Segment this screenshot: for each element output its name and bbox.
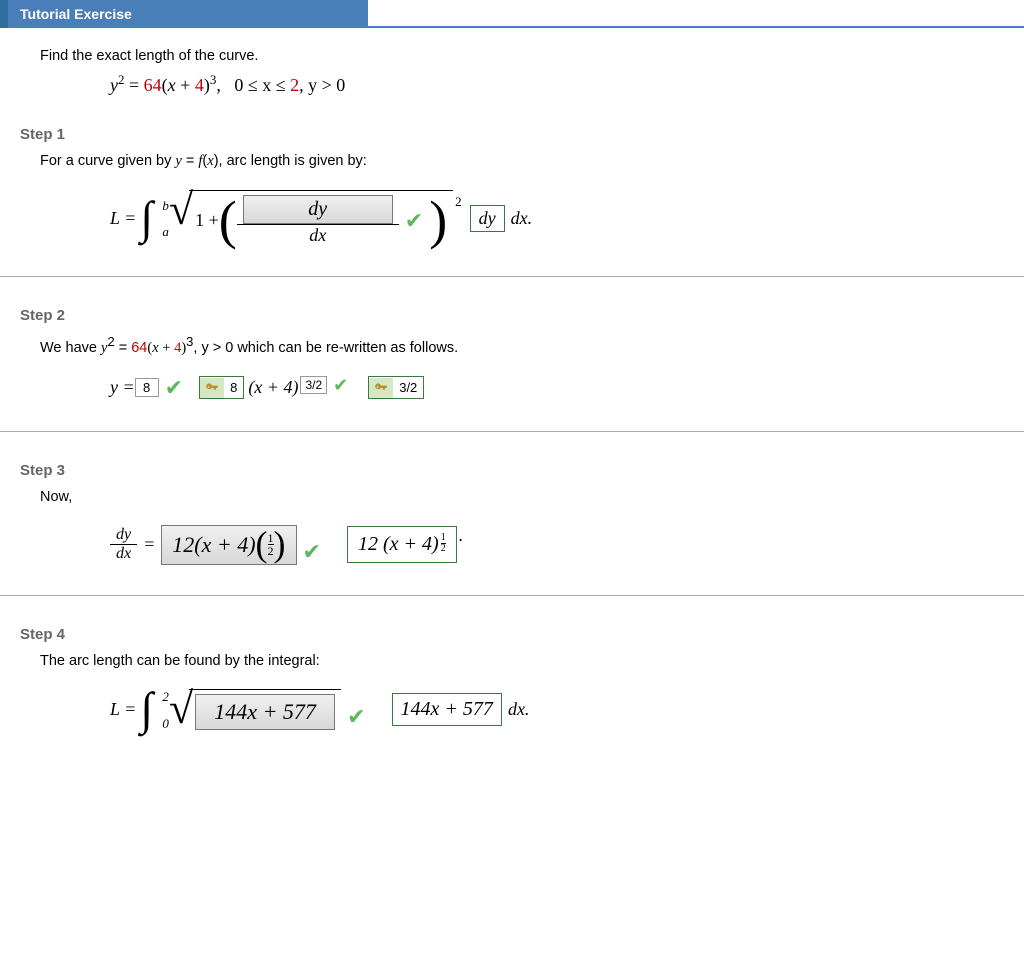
step4-answer-box[interactable]: 144x + 577: [195, 694, 335, 730]
int-upper: b: [162, 198, 169, 214]
prompt-text: Find the exact length of the curve.: [40, 48, 994, 64]
step3-eq: =: [143, 534, 155, 555]
header-accent: [0, 0, 8, 28]
step1-formula: L = ∫ b a √ 1 + ( dy dx ✔ ) 2 dy dx.: [110, 190, 994, 246]
step1-correct-box: dy: [470, 205, 505, 232]
sqrt: √ 144x + 577: [169, 689, 341, 730]
eq-upper: 2: [290, 75, 299, 95]
step3-derivative: dy dx = 12(x + 4) ( 1 2 ) ✔ 12 (x + 4) 1…: [110, 525, 994, 565]
check-icon: ✔: [347, 704, 365, 730]
step2-middle: (x + 4): [248, 377, 298, 398]
y-eq: y =: [110, 377, 135, 398]
eq-lhs: y: [110, 75, 118, 95]
step1-heading: Step 1: [20, 126, 994, 143]
key-icon: [205, 381, 219, 395]
int-upper: 2: [162, 689, 169, 705]
step4-correct-box: 144x + 577: [392, 693, 502, 726]
check-icon: ✔: [165, 375, 183, 401]
step2-ans1-box[interactable]: 8: [135, 378, 159, 397]
problem-equation: y2 = 64(x + 4)3, 0 ≤ x ≤ 2, y > 0: [110, 72, 994, 96]
check-icon: ✔: [303, 539, 321, 565]
step2-key1: 8: [199, 376, 244, 399]
section-header: Tutorial Exercise: [0, 0, 1024, 28]
step4-dx: dx.: [508, 699, 530, 720]
step3-text: Now,: [40, 489, 994, 505]
integral-symbol: ∫ b a: [140, 200, 153, 237]
int-lower: 0: [162, 716, 169, 732]
outer-exp: 2: [455, 194, 462, 210]
dydx-lhs: dy dx: [110, 526, 137, 563]
step3-answer-box[interactable]: 12(x + 4) ( 1 2 ): [161, 525, 296, 565]
separator: [0, 595, 1024, 596]
content: Find the exact length of the curve. y 2 =…: [0, 28, 1024, 740]
step2-text: We have y2 = 64(x + 4)3, y > 0 which can…: [40, 334, 994, 357]
step1-answer-box[interactable]: dy: [243, 195, 393, 224]
step2-rewrite: y = 8 ✔ 8 (x + 4) 3/2 ✔ 3/2: [110, 375, 994, 401]
step3-heading: Step 3: [20, 462, 994, 479]
step2-key2: 3/2: [368, 376, 424, 399]
step2-heading: Step 2: [20, 307, 994, 324]
step1-L: L =: [110, 208, 136, 229]
step4-integral: L = ∫ 2 0 √ 144x + 577 ✔ 144x + 577 dx.: [110, 689, 994, 730]
separator: [0, 431, 1024, 432]
sqrt: √ 1 + ( dy dx ✔ ): [169, 190, 453, 246]
eq-cond1: 0 ≤ x ≤: [234, 75, 290, 95]
step1-dx: dx.: [511, 208, 533, 229]
separator: [0, 276, 1024, 277]
step1-text: For a curve given by y = f(x), arc lengt…: [40, 153, 994, 170]
int-lower: a: [162, 224, 169, 240]
frac-bot: dx: [303, 225, 332, 246]
eq-eq: =: [125, 75, 144, 95]
step4-heading: Step 4: [20, 626, 994, 643]
key-icon: [374, 381, 388, 395]
step2-ans2-box[interactable]: 3/2: [300, 376, 327, 394]
header-title: Tutorial Exercise: [8, 0, 368, 28]
step4-L: L =: [110, 699, 136, 720]
integral-symbol: ∫ 2 0: [140, 691, 153, 728]
eq-coef: 64: [144, 75, 162, 95]
dy-dx-fraction: dy dx: [237, 195, 399, 246]
step3-correct-box: 12 (x + 4) 1 2: [347, 526, 457, 563]
eq-cond2: , y > 0: [299, 75, 345, 95]
header-underline: [368, 0, 1024, 28]
step3-period: .: [459, 525, 464, 546]
step4-text: The arc length can be found by the integ…: [40, 653, 994, 669]
check-icon: ✔: [333, 375, 348, 396]
check-icon: ✔: [405, 208, 423, 234]
one-plus: 1 +: [195, 210, 219, 231]
